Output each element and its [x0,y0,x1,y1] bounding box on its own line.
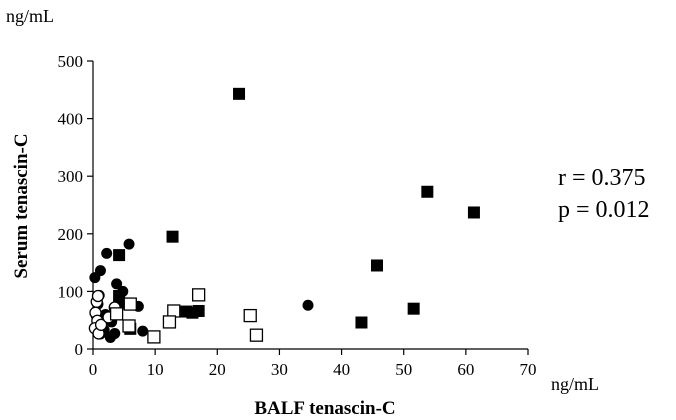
data-point [249,328,264,342]
data-point [243,308,257,323]
data-point [355,316,368,329]
data-point [370,259,383,272]
data-point [94,265,106,277]
data-point [123,238,135,250]
data-point [117,285,129,297]
x-tick-label: 30 [271,360,288,379]
data-point [122,319,136,333]
x-unit-label: ng/mL [551,374,599,394]
data-point [137,325,149,337]
data-point [407,302,420,315]
data-point [113,249,126,262]
data-point [191,288,206,302]
x-tick-label: 10 [147,360,164,379]
series-filled-square [113,87,480,335]
y-tick-label: 0 [75,340,84,359]
y-tick-label: 400 [58,110,84,129]
data-point [123,297,137,311]
data-point [111,278,123,290]
data-point [162,315,177,329]
data-point [467,206,480,219]
y-tick-label: 200 [58,225,84,244]
correlation-r-annotation: r = 0.375 [558,165,646,191]
series-open-square [109,288,264,344]
x-ticks: 0 10 20 30 40 50 60 70 [89,349,537,379]
series-open-circle [88,289,121,340]
data-point [101,247,113,259]
data-point [166,230,179,243]
x-tick-label: 20 [209,360,226,379]
data-point [302,299,314,311]
x-tick-label: 50 [395,360,412,379]
data-point [192,304,205,317]
y-tick-label: 300 [58,167,84,186]
y-tick-label: 500 [58,52,84,71]
axes: 0 100 200 300 400 500 0 10 20 30 40 50 60 70 [58,52,537,379]
data-point [421,185,434,198]
data-point [109,307,124,321]
y-unit-label: ng/mL [6,6,54,26]
data-point [94,318,108,331]
p-value-annotation: p = 0.012 [558,197,650,223]
data-point [233,87,246,100]
data-point [91,289,105,303]
x-tick-label: 70 [520,360,537,379]
x-tick-label: 0 [89,360,98,379]
y-axis-title: Serum tenascin-C [11,133,32,278]
data-point [109,327,121,339]
x-axis-title: BALF tenascin-C [254,398,395,419]
x-tick-label: 40 [333,360,350,379]
y-tick-label: 100 [58,282,84,301]
data-point [167,304,181,318]
data-point [147,330,161,344]
x-tick-label: 60 [457,360,474,379]
y-ticks: 0 100 200 300 400 500 [58,52,93,359]
data-points [88,87,480,344]
